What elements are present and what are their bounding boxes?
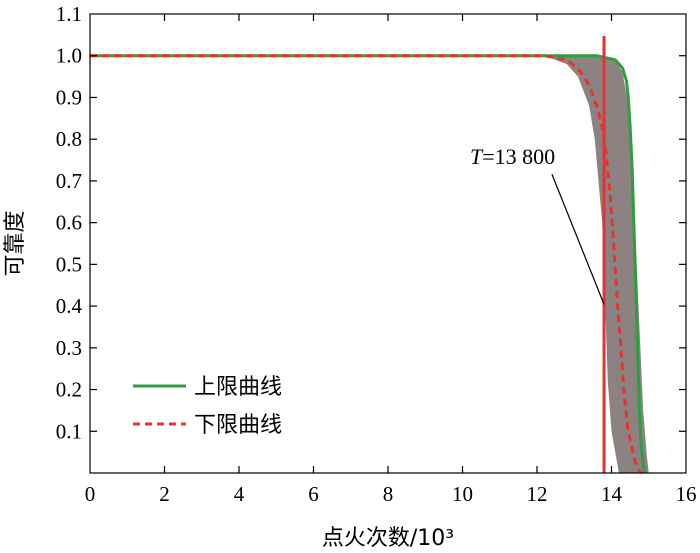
x-tick-label: 16 bbox=[676, 482, 697, 506]
y-tick-label: 1.0 bbox=[56, 44, 82, 68]
y-tick-label: 1.1 bbox=[56, 2, 82, 26]
series-layer bbox=[90, 54, 647, 474]
x-tick-label: 2 bbox=[159, 482, 170, 506]
x-axis-label: 点火次数/10³ bbox=[322, 526, 454, 551]
x-tick-label: 10 bbox=[452, 482, 473, 506]
uncertainty-band bbox=[544, 55, 649, 474]
reference-annotation-symbol: T bbox=[470, 144, 484, 169]
x-tick-label: 8 bbox=[383, 482, 394, 506]
y-tick-label: 0.1 bbox=[56, 419, 82, 443]
y-tick-label: 0.5 bbox=[56, 252, 82, 276]
x-tick-label: 12 bbox=[527, 482, 548, 506]
reference-layer: T=13 800 bbox=[470, 36, 606, 473]
y-tick-label: 0.3 bbox=[56, 336, 82, 360]
band-layer bbox=[544, 55, 649, 474]
y-tick-label: 0.7 bbox=[56, 169, 82, 193]
series-line-2 bbox=[90, 54, 643, 474]
reference-annotation-value: =13 800 bbox=[482, 144, 555, 169]
series-line-1 bbox=[90, 54, 647, 474]
y-tick-label: 0.4 bbox=[56, 294, 83, 318]
ticks-layer: 0 2 4 6 8 10 12 14 16 0.1 0.2 0.3 0.4 0.5 0.6 0.7 0.8 0.9… bbox=[56, 2, 697, 506]
annotation-pointer bbox=[551, 173, 605, 305]
y-tick-label: 0.9 bbox=[56, 85, 82, 109]
reference-annotation: T=13 800 bbox=[470, 144, 555, 169]
y-tick-label: 0.6 bbox=[56, 211, 82, 235]
x-tick-label: 14 bbox=[601, 482, 623, 506]
y-axis-label: 可靠度 bbox=[3, 210, 28, 276]
y-tick-label: 0.8 bbox=[56, 127, 82, 151]
x-tick-label: 4 bbox=[234, 482, 245, 506]
x-tick-label: 0 bbox=[85, 482, 96, 506]
legend-label-2: 下限曲线 bbox=[194, 413, 282, 438]
x-tick-label: 6 bbox=[308, 482, 319, 506]
y-tick-label: 0.2 bbox=[56, 378, 82, 402]
legend-label-1: 上限曲线 bbox=[194, 375, 282, 400]
